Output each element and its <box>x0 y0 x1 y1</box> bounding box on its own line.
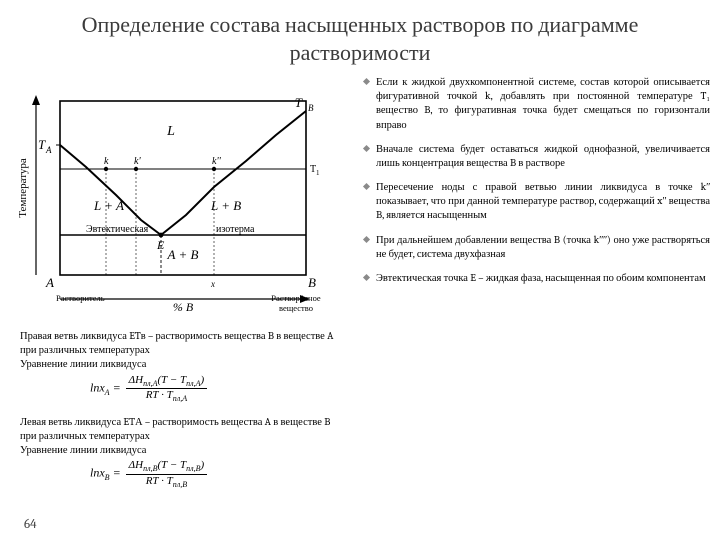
svg-text:A + B: A + B <box>167 247 199 262</box>
svg-text:% B: % B <box>173 300 194 314</box>
bullet-4: При дальнейшем добавлении вещества B (то… <box>364 233 710 261</box>
equation-1: lnxA = ΔHпл,A(T − Tпл,A)RT · Tпл,A <box>10 372 350 409</box>
svg-text:x: x <box>210 279 215 289</box>
svg-text:T: T <box>295 95 303 110</box>
svg-text:1: 1 <box>316 169 320 177</box>
right-column: Если к жидкой двухкомпонентной системе, … <box>350 75 710 495</box>
svg-text:L + A: L + A <box>93 198 124 213</box>
left-column: Температура% BT1kk'k''xTATBELL + AL + BA… <box>10 75 350 495</box>
liquidus-left-desc: Левая ветвь ликвидуса ETА – растворимост… <box>20 416 330 442</box>
content-row: Температура% BT1kk'k''xTATBELL + AL + BA… <box>0 75 720 495</box>
svg-text:Растворённое: Растворённое <box>271 293 321 303</box>
svg-text:E: E <box>156 238 165 252</box>
liquidus-right-desc: Правая ветвь ликвидуса ETв – растворимос… <box>20 330 333 356</box>
bullet-icon <box>363 145 370 152</box>
bullet-5: Эвтектическая точка E – жидкая фаза, нас… <box>364 271 710 285</box>
bullet-1: Если к жидкой двухкомпонентной системе, … <box>364 75 710 132</box>
svg-text:Эвтектическая: Эвтектическая <box>86 224 149 235</box>
svg-text:Температура: Температура <box>17 158 29 218</box>
bullet-icon <box>363 274 370 281</box>
liquidus-left-eq-label: Уравнение линии ликвидуса <box>20 444 146 456</box>
svg-text:k'': k'' <box>212 156 222 167</box>
equation-2: lnxB = ΔHпл,B(T − Tпл,B)RT · Tпл,B <box>10 457 350 494</box>
svg-text:A: A <box>45 145 52 155</box>
svg-text:L: L <box>166 124 175 139</box>
svg-text:вещество: вещество <box>279 303 313 313</box>
svg-text:T: T <box>38 137 46 152</box>
bullet-5-text: Эвтектическая точка E – жидкая фаза, нас… <box>376 272 706 284</box>
page-number: 64 <box>24 517 37 532</box>
svg-text:k: k <box>104 156 109 167</box>
bullet-4-text: При дальнейшем добавлении вещества B (то… <box>376 234 710 260</box>
bullet-1-text: Если к жидкой двухкомпонентной системе, … <box>376 76 710 131</box>
bullet-2: Вначале система будет оставаться жидкой … <box>364 142 710 170</box>
bullet-2-text: Вначале система будет оставаться жидкой … <box>376 143 710 169</box>
liquidus-right-text: Правая ветвь ликвидуса ETв – растворимос… <box>10 323 350 372</box>
svg-text:k': k' <box>134 156 141 167</box>
bullet-icon <box>363 78 370 85</box>
liquidus-left-text: Левая ветвь ликвидуса ETА – растворимост… <box>10 409 350 458</box>
svg-text:B: B <box>308 103 314 113</box>
bullet-icon <box>363 183 370 190</box>
bullet-icon <box>363 236 370 243</box>
bullet-3-text: Пересечение ноды с правой ветвью линии л… <box>376 181 710 221</box>
bullet-3: Пересечение ноды с правой ветвью линии л… <box>364 180 710 223</box>
svg-text:Растворитель: Растворитель <box>56 293 105 303</box>
liquidus-right-eq-label: Уравнение линии ликвидуса <box>20 358 146 370</box>
svg-text:изотерма: изотерма <box>216 224 255 235</box>
phase-diagram: Температура% BT1kk'k''xTATBELL + AL + BA… <box>16 75 346 323</box>
svg-text:B: B <box>308 275 316 290</box>
page-title: Определение состава насыщенных растворов… <box>0 0 720 75</box>
svg-text:A: A <box>45 275 54 290</box>
svg-text:L + B: L + B <box>210 198 241 213</box>
